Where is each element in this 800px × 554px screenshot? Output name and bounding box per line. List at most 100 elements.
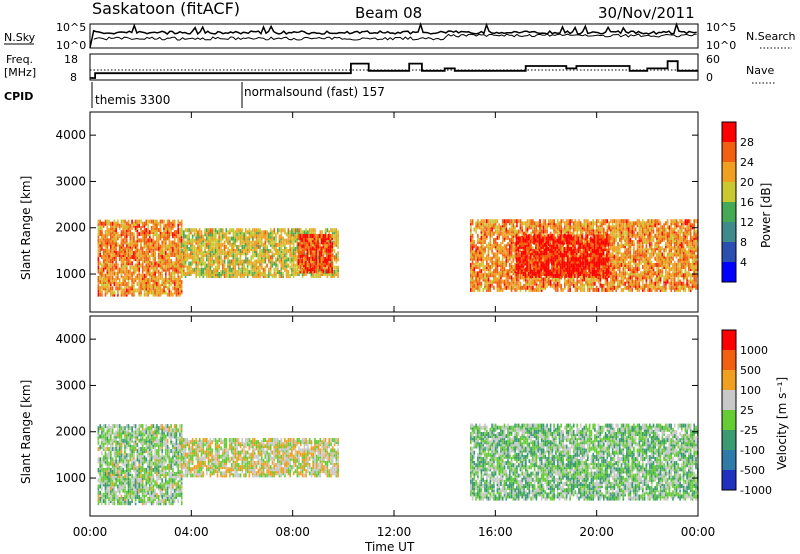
heatmap-cell — [304, 242, 307, 247]
heatmap-cell — [613, 254, 616, 259]
heatmap-cell — [230, 251, 233, 256]
heatmap-cell — [193, 228, 196, 233]
heatmap-cell — [588, 221, 591, 226]
heatmap-cell — [313, 238, 316, 243]
heatmap-cell — [496, 256, 499, 261]
heatmap-cell — [268, 274, 270, 278]
heatmap-cell — [241, 247, 244, 251]
heatmap-cell — [248, 230, 251, 235]
heatmap-cell — [165, 223, 167, 228]
heatmap-cell — [124, 225, 126, 230]
heatmap-cell — [134, 240, 137, 245]
heatmap-cell — [172, 286, 174, 291]
heatmap-cell — [252, 261, 254, 266]
heatmap-cell — [183, 251, 185, 256]
heatmap-cell — [229, 269, 231, 274]
heatmap-cell — [482, 258, 484, 263]
heatmap-cell — [292, 242, 295, 247]
heatmap-cell — [99, 238, 101, 243]
heatmap-cell — [292, 238, 295, 243]
heatmap-cell — [134, 228, 137, 232]
heatmap-cell — [193, 232, 196, 237]
heatmap-cell — [282, 251, 284, 256]
heatmap-cell — [136, 253, 139, 257]
heatmap-cell — [337, 230, 339, 235]
heatmap-cell — [509, 281, 511, 286]
heatmap-cell — [278, 255, 281, 260]
heatmap-cell — [512, 269, 515, 274]
heatmap-cell — [124, 261, 126, 266]
heatmap-cell — [306, 267, 309, 272]
heatmap-cell — [546, 223, 548, 228]
heatmap-cell — [624, 219, 626, 224]
heatmap-cell — [118, 248, 121, 253]
heatmap-cell — [509, 237, 511, 242]
heatmap-cell — [619, 250, 621, 255]
heatmap-cell — [319, 265, 321, 270]
heatmap-cell — [120, 219, 123, 224]
heatmap-cell — [484, 219, 486, 224]
heatmap-cell — [200, 272, 203, 276]
heatmap-cell — [99, 242, 101, 247]
heatmap-cell — [282, 272, 284, 276]
heatmap-cell — [101, 246, 103, 251]
heatmap-cell — [163, 284, 165, 289]
heatmap-cell — [654, 281, 656, 286]
heatmap-cell — [252, 249, 254, 253]
heatmap-cell — [136, 228, 139, 232]
heatmap-cell — [482, 250, 484, 255]
heatmap-cell — [610, 235, 612, 240]
heatmap-cell — [299, 261, 302, 266]
heatmap-cell — [104, 284, 107, 289]
heatmap-cell — [190, 247, 192, 251]
heatmap-cell — [161, 219, 163, 224]
heatmap-cell — [489, 265, 492, 269]
heatmap-cell — [122, 238, 124, 243]
heatmap-cell — [115, 228, 117, 232]
heatmap-cell — [122, 248, 124, 253]
heatmap-cell — [111, 236, 114, 241]
heatmap-cell — [156, 246, 158, 251]
heatmap-cell — [301, 244, 303, 249]
heatmap-cell — [631, 269, 633, 274]
heatmap-cell — [268, 240, 270, 245]
heatmap-cell — [143, 292, 146, 297]
heatmap-cell — [291, 272, 293, 276]
heatmap-cell — [101, 267, 103, 272]
heatmap-cell — [262, 242, 265, 247]
heatmap-cell — [131, 288, 133, 293]
heatmap-cell — [246, 251, 249, 256]
heatmap-cell — [200, 240, 203, 245]
heatmap-cell — [193, 269, 196, 274]
heatmap-cell — [220, 269, 222, 274]
heatmap-cell — [257, 234, 260, 239]
heatmap-cell — [611, 219, 614, 224]
heatmap-cell — [501, 287, 504, 292]
heatmap-cell — [510, 267, 513, 272]
heatmap-cell — [152, 261, 155, 266]
heatmap-cell — [299, 250, 302, 255]
heatmap-cell — [519, 287, 522, 292]
heatmap-cell — [99, 225, 101, 230]
heatmap-cell — [237, 263, 240, 268]
heatmap-cell — [324, 251, 327, 256]
heatmap-cell — [220, 230, 222, 235]
heatmap-cell — [150, 290, 153, 295]
heatmap-cell — [168, 280, 171, 285]
heatmap-cell — [624, 227, 626, 232]
heatmap-cell — [496, 229, 499, 234]
heatmap-cell — [285, 251, 288, 256]
heatmap-cell — [152, 278, 155, 282]
heatmap-cell — [470, 227, 472, 232]
heatmap-cell — [149, 273, 151, 278]
heatmap-cell — [514, 262, 516, 267]
heatmap-cell — [642, 283, 644, 288]
heatmap-cell — [555, 227, 557, 232]
heatmap-cell — [553, 285, 555, 290]
heatmap-cell — [234, 255, 236, 260]
heatmap-cell — [168, 263, 171, 268]
heatmap-cell — [252, 242, 254, 247]
heatmap-cell — [484, 256, 486, 261]
heatmap-cell — [650, 285, 653, 290]
